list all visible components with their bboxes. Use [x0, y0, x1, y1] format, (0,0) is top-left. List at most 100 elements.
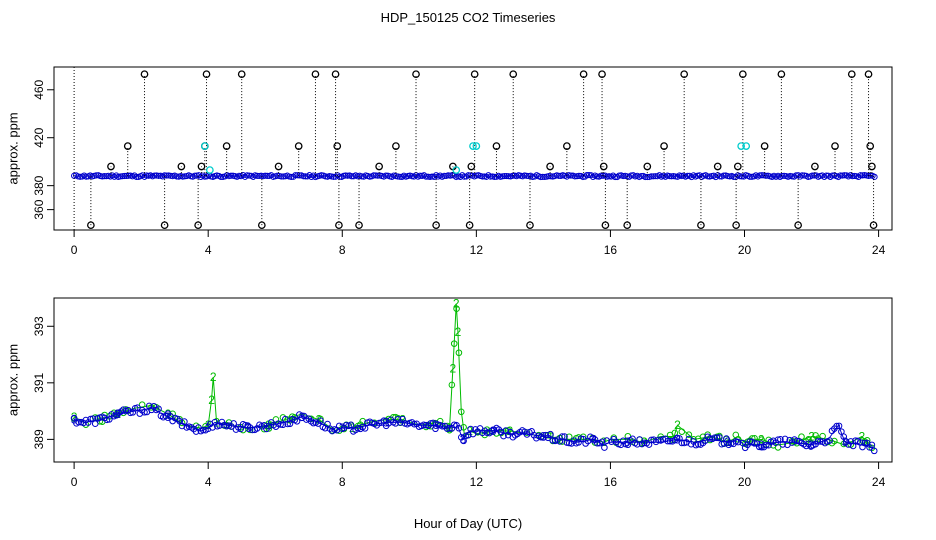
baseline-point	[441, 172, 448, 180]
series-point	[861, 439, 869, 447]
series-point	[678, 428, 686, 435]
baseline-point	[161, 172, 168, 179]
baseline-point	[857, 172, 864, 179]
baseline-point	[823, 172, 830, 179]
baseline-point	[668, 173, 675, 180]
baseline-point	[716, 173, 723, 180]
extreme-point	[222, 142, 231, 150]
spike-point	[206, 166, 214, 174]
top-x-tick-label: 4	[205, 243, 212, 257]
series-label: 2	[507, 424, 514, 438]
extreme-point	[465, 221, 474, 230]
series-point	[103, 416, 111, 424]
spike-point	[737, 142, 746, 150]
baseline-point	[537, 173, 544, 181]
series-point	[181, 418, 188, 425]
series-point	[563, 439, 571, 446]
extreme-point	[563, 142, 571, 150]
extreme-point	[335, 221, 343, 230]
top-x-tick-label: 12	[470, 243, 484, 257]
series-point	[450, 340, 458, 347]
extreme-point	[526, 221, 534, 230]
baseline-point	[567, 172, 574, 179]
series-label: 3	[433, 418, 440, 432]
top-x-tick-label: 16	[604, 243, 618, 257]
baseline-point	[125, 172, 132, 179]
series-point	[711, 434, 718, 441]
baseline-point	[849, 173, 856, 180]
bottom-x-tick-label: 20	[738, 475, 752, 489]
series-label: 2	[210, 370, 217, 384]
bottom-x-tick-label: 4	[205, 475, 212, 489]
bottom-x-tick-label: 24	[872, 475, 886, 489]
series-point	[455, 349, 463, 357]
baseline-point	[837, 172, 844, 179]
baseline-point	[811, 172, 818, 179]
series-point	[284, 420, 291, 428]
top-x-tick-label: 24	[872, 243, 886, 257]
series-point	[87, 415, 94, 423]
extreme-point	[660, 142, 668, 150]
baseline-point	[503, 172, 510, 180]
baseline-point	[736, 173, 743, 180]
spike-point	[472, 142, 481, 150]
extreme-point	[598, 70, 606, 79]
baseline-point	[571, 173, 579, 180]
bottom-y-tick-label: 393	[32, 316, 46, 336]
panel-top: 0 4 8 12 16 20 24 360 380 420 460 approx. ppm	[5, 66, 893, 257]
extreme-point	[202, 70, 211, 79]
series-point	[666, 437, 674, 445]
extreme-point	[732, 221, 740, 230]
series-label: 3	[165, 410, 172, 424]
series-point	[603, 437, 611, 444]
extreme-point	[546, 162, 554, 171]
series-point	[277, 421, 284, 428]
series-label: 3	[114, 407, 121, 421]
baseline-point	[599, 172, 607, 179]
series-point	[70, 414, 78, 422]
extreme-point	[777, 70, 786, 79]
baseline-point	[227, 172, 235, 179]
series-point	[598, 438, 606, 446]
series-point	[716, 434, 723, 441]
baseline-point	[666, 173, 673, 180]
baseline-point	[217, 173, 225, 181]
series-point	[141, 408, 148, 416]
series-point	[826, 437, 833, 444]
series-point	[758, 436, 765, 444]
baseline-point	[296, 172, 303, 179]
baseline-point	[612, 173, 619, 181]
series-label: 3	[383, 415, 390, 429]
baseline-point	[746, 173, 753, 180]
series-label: 3	[540, 430, 547, 444]
baseline-point	[121, 172, 128, 180]
baseline-point	[778, 172, 786, 180]
baseline-point	[720, 172, 727, 179]
series-point	[446, 424, 453, 432]
series-point	[547, 430, 554, 438]
extreme-point	[107, 162, 115, 171]
baseline-point	[539, 173, 546, 180]
bottom-y-tick-label: 389	[32, 429, 46, 449]
series-label: 3	[245, 421, 252, 435]
baseline-point	[799, 172, 806, 179]
baseline-point	[264, 172, 271, 179]
baseline-point	[300, 173, 307, 180]
series-point	[755, 443, 763, 451]
baseline-point	[648, 173, 655, 180]
baseline-point	[254, 172, 261, 179]
series-label: 3	[724, 435, 731, 449]
series-point	[199, 426, 207, 434]
series-point	[450, 421, 458, 429]
extreme-point	[274, 162, 283, 171]
series-point	[601, 444, 608, 451]
series-label: 2	[758, 432, 765, 446]
top-y-tick-label: 360	[32, 199, 46, 219]
extreme-point	[470, 70, 479, 79]
baseline-point	[738, 173, 745, 180]
series-point	[293, 417, 301, 425]
extreme-point	[864, 70, 873, 79]
top-y-axis-label: approx. ppm	[5, 112, 20, 184]
baseline-point	[650, 173, 657, 180]
extreme-point	[733, 162, 742, 171]
